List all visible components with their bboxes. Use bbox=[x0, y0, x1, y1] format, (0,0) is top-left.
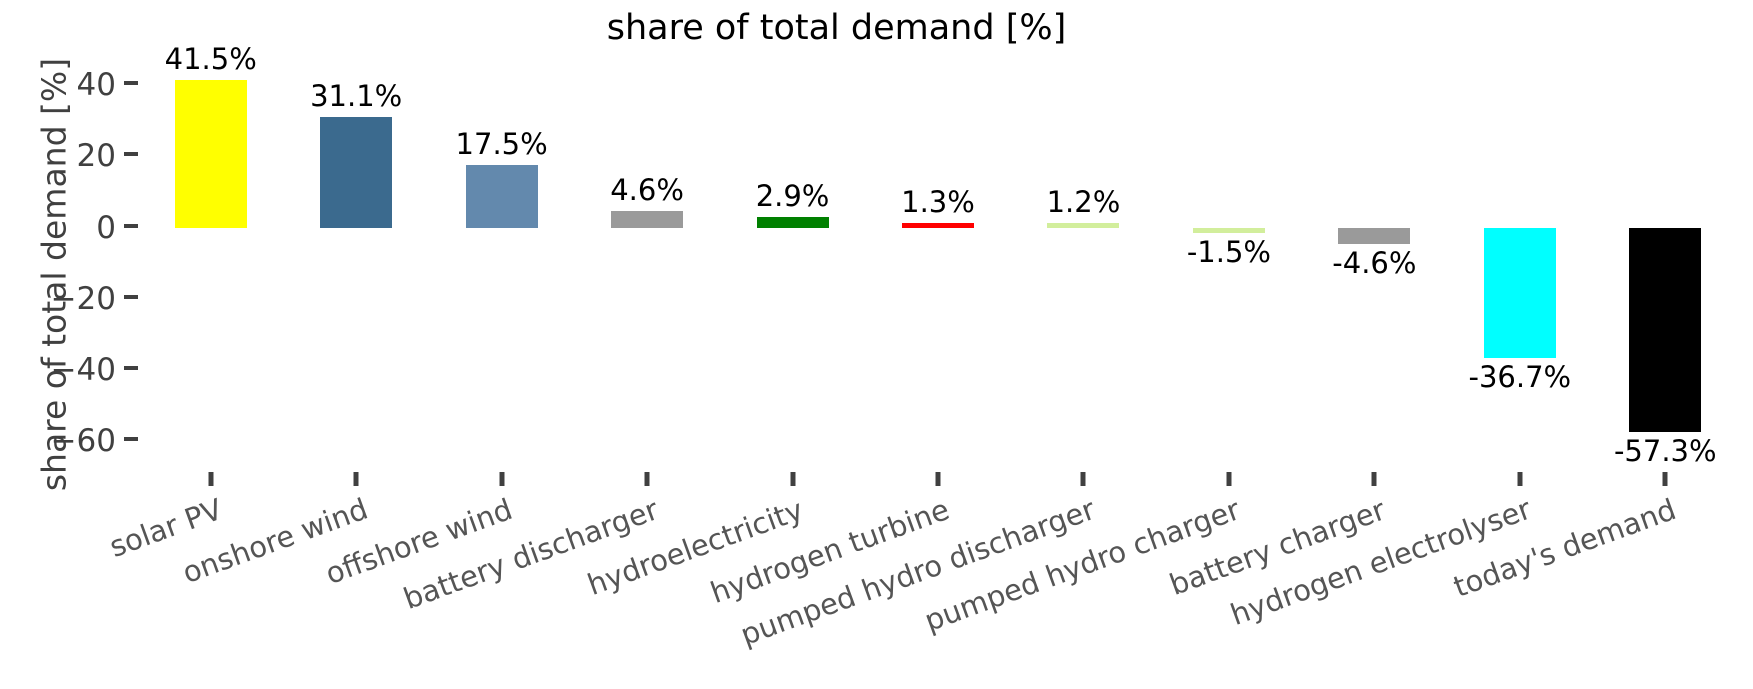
bar[interactable] bbox=[1047, 223, 1120, 229]
bar-value-label: 4.6% bbox=[610, 173, 684, 208]
y-axis-tick-label: −60 bbox=[50, 423, 116, 460]
bar[interactable] bbox=[320, 116, 393, 228]
bar-slot[interactable]: 1.2% bbox=[1011, 60, 1156, 470]
bar-slot[interactable]: -4.6% bbox=[1302, 60, 1447, 470]
bar[interactable] bbox=[1338, 227, 1411, 244]
bar[interactable] bbox=[1192, 227, 1265, 233]
x-axis-tick-mark bbox=[1517, 472, 1523, 486]
bar-slot[interactable]: 1.3% bbox=[865, 60, 1010, 470]
bar[interactable] bbox=[1629, 227, 1702, 432]
plot-area: 40 20 0 −20 −40 −60 41.5% solar PV 31.1% onshore … bbox=[51, 42, 1738, 652]
y-axis-tick-label: −20 bbox=[50, 280, 116, 317]
bar-value-label: 1.2% bbox=[1046, 185, 1121, 220]
y-axis-tick-label: −40 bbox=[50, 352, 116, 389]
bar-slot[interactable]: 17.5% bbox=[429, 60, 574, 470]
bar-slot[interactable]: -57.3% bbox=[1593, 60, 1738, 470]
y-axis-tick: 0 bbox=[24, 210, 138, 246]
bar-slot[interactable]: -1.5% bbox=[1156, 60, 1301, 470]
bar-slot[interactable]: -36.7% bbox=[1447, 60, 1592, 470]
x-axis-tick-mark bbox=[1371, 472, 1377, 486]
bar[interactable] bbox=[611, 211, 684, 228]
bar[interactable] bbox=[1483, 227, 1556, 359]
y-axis-tick-mark bbox=[124, 152, 138, 157]
y-axis-tick: −40 bbox=[24, 352, 138, 388]
bar-value-label: 2.9% bbox=[755, 179, 830, 214]
y-axis-tick-mark bbox=[124, 366, 138, 371]
y-axis-tick-label: 20 bbox=[76, 138, 116, 175]
bar-value-label: 31.1% bbox=[310, 78, 403, 113]
chart-title-text: share of total demand [%] bbox=[606, 8, 1067, 48]
bar-slot[interactable]: 41.5% bbox=[138, 42, 283, 470]
y-axis-tick-mark bbox=[124, 294, 138, 299]
x-axis-tick-mark bbox=[790, 472, 796, 486]
bar-value-label: -4.6% bbox=[1332, 245, 1417, 280]
x-axis-tick-mark bbox=[208, 472, 214, 486]
bar[interactable] bbox=[465, 165, 538, 228]
bar-slot[interactable]: 31.1% bbox=[283, 60, 428, 470]
bar-value-label: 41.5% bbox=[164, 41, 257, 76]
bar-value-label: 17.5% bbox=[455, 127, 548, 162]
bar[interactable] bbox=[174, 79, 247, 228]
bar-slot[interactable]: 2.9% bbox=[720, 60, 865, 470]
x-axis-tick-mark bbox=[935, 472, 941, 486]
bar-value-label: -36.7% bbox=[1468, 360, 1572, 395]
x-axis-tick-mark bbox=[1080, 472, 1086, 486]
y-axis-tick-label: 0 bbox=[96, 209, 116, 246]
bar-value-label: -1.5% bbox=[1186, 234, 1271, 269]
bar-slot[interactable]: 4.6% bbox=[574, 60, 719, 470]
y-axis-tick-mark bbox=[124, 437, 138, 442]
bar-value-label: 1.3% bbox=[901, 184, 975, 219]
y-axis-tick: 20 bbox=[24, 138, 138, 174]
y-axis-tick: −20 bbox=[24, 281, 138, 317]
bar-value-label: -57.3% bbox=[1613, 433, 1717, 468]
x-axis-tick-mark bbox=[499, 472, 505, 486]
y-axis-tick-mark bbox=[124, 223, 138, 228]
x-axis-tick-mark bbox=[644, 472, 650, 486]
y-axis-tick: 40 bbox=[24, 67, 138, 103]
bar[interactable] bbox=[901, 222, 974, 228]
y-axis-tick-label: 40 bbox=[76, 66, 116, 103]
x-axis-tick-mark bbox=[1226, 472, 1232, 486]
y-axis-tick: −60 bbox=[24, 423, 138, 459]
chart-title: share of total demand [%] bbox=[0, 8, 1753, 48]
x-axis-category-label: battery discharger bbox=[399, 491, 664, 616]
y-axis-tick-mark bbox=[124, 80, 138, 85]
x-axis-tick-mark bbox=[353, 472, 359, 486]
bar[interactable] bbox=[756, 217, 829, 228]
x-axis-tick-mark bbox=[1662, 472, 1668, 486]
